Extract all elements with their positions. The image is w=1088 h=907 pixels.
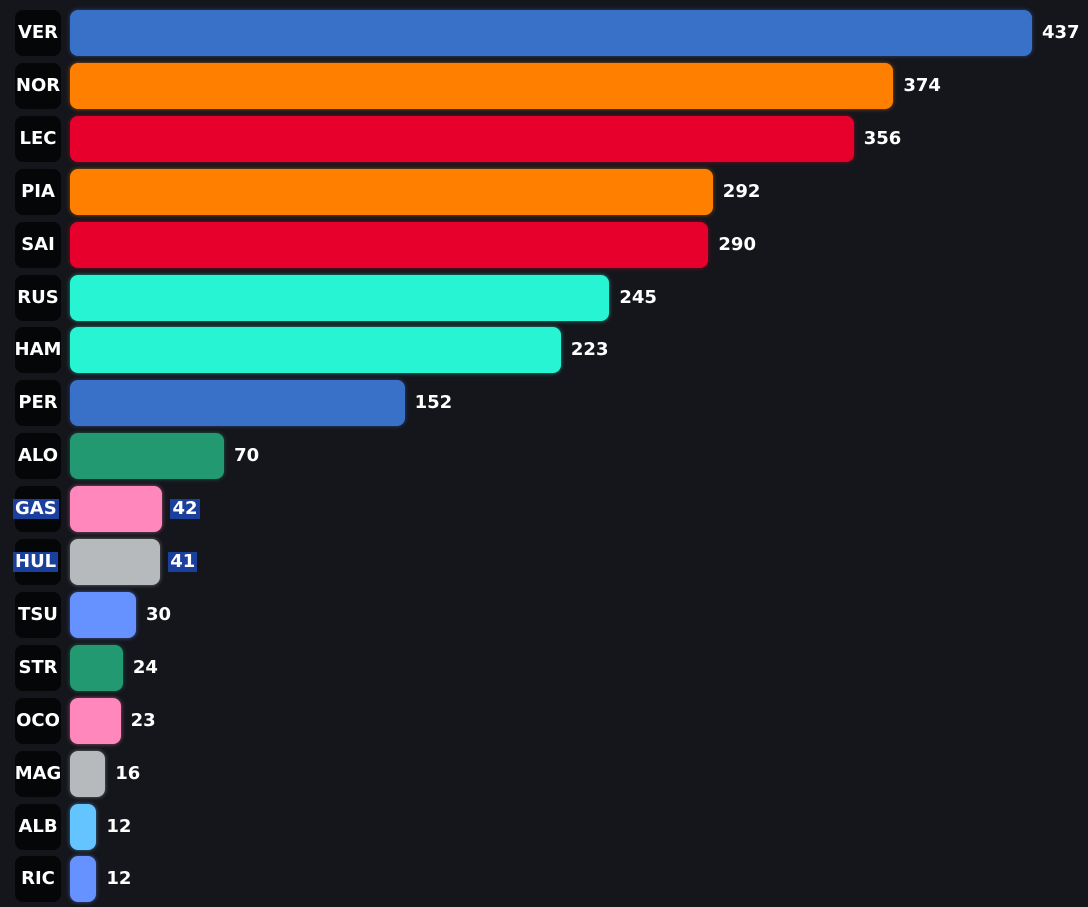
bar-row-hul: HUL 41 [0,539,1088,585]
bar-row-str: STR 24 [0,644,1088,691]
bar-row-per: PER 152 [0,380,1088,427]
bar-alb [70,803,97,850]
bar-oco [70,697,121,744]
driver-code-label: VER [17,22,59,43]
driver-label-badge [15,274,61,321]
bar-row-alo: ALO 70 [0,433,1088,480]
bar-value-label: 12 [106,815,132,837]
bar-row-pia: PIA 292 [0,168,1088,215]
driver-label-badge [15,591,61,638]
bar-ham [70,327,561,374]
driver-label-badge [15,644,61,691]
driver-code-label: HAM [14,339,62,361]
bar-lec [70,115,854,162]
driver-code-label: ALO [17,445,59,467]
driver-code-label: PIA [21,180,55,202]
bar-value-label: 12 [106,868,132,890]
driver-label-badge [15,380,61,427]
bar-row-ham: HAM 223 [0,327,1088,374]
driver-code-label: OCO [16,709,60,731]
driver-code-label: NOR [15,74,61,96]
bar-row-rus: RUS 245 [0,274,1088,321]
bar-value-label: 437 [1042,22,1080,43]
driver-code-label: LEC [19,127,57,149]
bar-row-lec: LEC 356 [0,115,1088,162]
bar-value-label: 292 [722,180,761,202]
driver-label-badge [15,327,61,374]
bar-value-label: 245 [619,286,657,308]
bar-value-label: 223 [570,339,609,361]
driver-code-label: RIC [21,868,55,890]
driver-label-badge [15,62,61,109]
bar-value-label: 42 [170,498,200,520]
driver-code-label: PER [18,392,58,414]
bar-alo [70,433,225,480]
bar-value-label: 24 [132,656,158,678]
driver-label-badge [15,856,61,903]
bar-row-oco: OCO 23 [0,697,1088,744]
bar-sai [70,221,709,268]
bar-mag [70,750,106,797]
driver-label-badge [15,433,61,480]
driver-code-label: SAI [21,233,55,255]
bar-row-sai: SAI 290 [0,221,1088,268]
bar-rus [70,274,610,321]
bar-row-gas: GAS 42 [0,486,1088,533]
driver-label-badge [15,10,61,56]
bar-row-nor: NOR 374 [0,62,1088,109]
bar-value-label: 30 [146,603,172,625]
driver-label-badge [15,221,61,268]
bar-ver [70,10,1032,56]
bar-value-label: 152 [414,392,453,414]
driver-code-label: GAS [13,498,59,520]
driver-label-badge [15,115,61,162]
driver-label-badge [15,750,61,797]
driver-code-label: TSU [18,603,58,625]
bar-pia [70,168,713,215]
bar-per [70,380,405,427]
bar-row-tsu: TSU 30 [0,591,1088,638]
bar-nor [70,62,894,109]
bar-value-label: 23 [130,709,156,731]
driver-code-label: STR [18,656,58,678]
bar-ric [70,856,97,903]
driver-label-badge [15,697,61,744]
bar-row-mag: MAG 16 [0,750,1088,797]
driver-code-label: HUL [13,551,59,572]
bar-value-label: 356 [863,127,902,149]
bar-value-label: 16 [115,762,141,784]
driver-code-label: MAG [14,762,62,784]
bar-value-label: 41 [168,551,198,572]
bar-str [70,644,123,691]
bar-row-ric: RIC 12 [0,856,1088,903]
bar-value-label: 374 [903,74,941,96]
driver-label-badge [15,168,61,215]
bar-value-label: 290 [718,233,756,255]
bar-hul [70,539,161,585]
bar-gas [70,486,163,533]
driver-label-badge [15,803,61,850]
bar-row-alb: ALB 12 [0,803,1088,850]
driver-code-label: RUS [17,286,59,308]
bar-row-ver: VER 437 [0,10,1088,56]
bar-tsu [70,591,137,638]
bar-value-label: 70 [234,445,260,467]
driver-code-label: ALB [18,815,58,837]
